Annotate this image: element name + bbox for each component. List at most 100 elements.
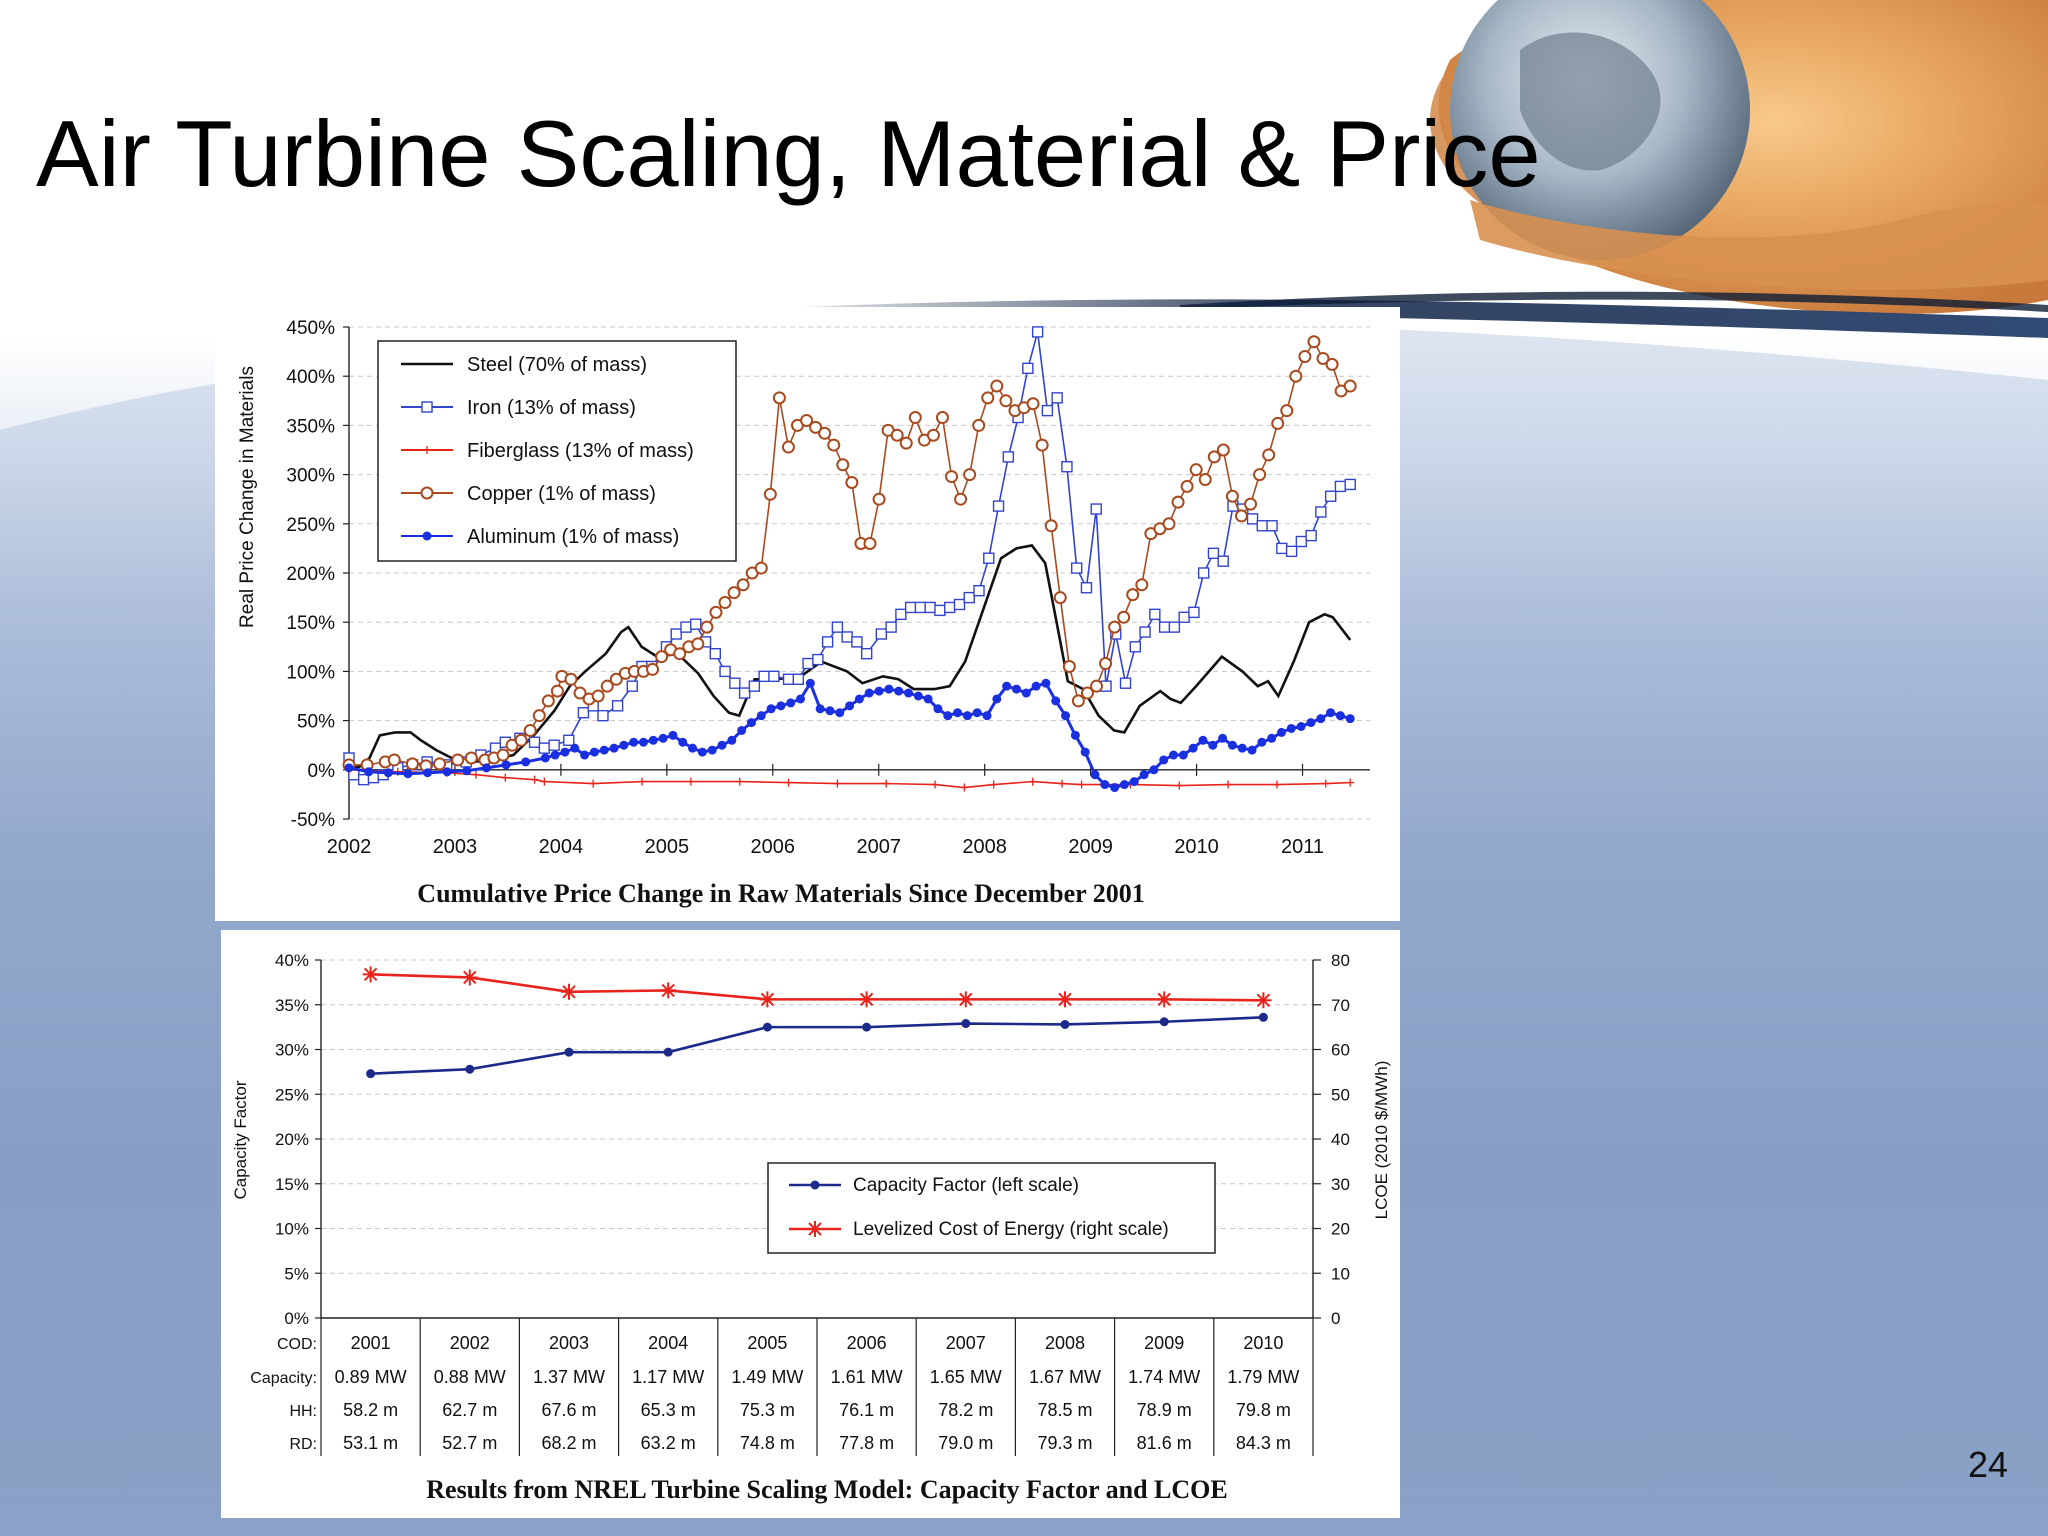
data-point bbox=[638, 777, 647, 786]
data-point bbox=[362, 966, 379, 983]
data-point bbox=[1062, 659, 1076, 673]
data-point bbox=[1139, 770, 1149, 780]
data-point bbox=[1276, 542, 1288, 555]
data-point bbox=[655, 650, 669, 664]
legend-marker bbox=[810, 1180, 820, 1190]
data-point bbox=[1149, 608, 1161, 621]
data-point bbox=[835, 708, 845, 718]
legend-marker bbox=[423, 446, 431, 454]
data-point bbox=[357, 773, 370, 786]
y-tick-label: 350% bbox=[286, 416, 335, 437]
data-point bbox=[805, 678, 815, 688]
data-point bbox=[589, 779, 598, 788]
data-point bbox=[1028, 777, 1037, 786]
data-point bbox=[700, 620, 714, 634]
data-point bbox=[471, 770, 480, 779]
data-point bbox=[931, 780, 940, 789]
y-tick-label-right: 70 bbox=[1331, 996, 1350, 1015]
data-point bbox=[1224, 780, 1233, 789]
y-tick-label: 300% bbox=[286, 466, 335, 487]
data-point bbox=[768, 670, 780, 683]
table-cell: 68.2 m bbox=[541, 1433, 596, 1453]
data-point bbox=[577, 707, 590, 719]
data-point bbox=[1272, 780, 1281, 789]
data-point bbox=[719, 665, 731, 678]
data-point bbox=[589, 747, 599, 757]
series-4 bbox=[344, 678, 1355, 793]
turbine-spec-table: COD: 2001 2002 2003 2004 2005 2006 2007 2008 2009… bbox=[250, 1318, 1314, 1456]
data-point bbox=[591, 689, 605, 703]
data-point bbox=[821, 636, 834, 648]
data-point bbox=[1149, 765, 1159, 775]
data-point bbox=[815, 704, 825, 714]
data-point bbox=[972, 708, 982, 718]
y-tick-labels: 450% 400% 350% 300% 250% 200% 150% 100% 50% 0% -50… bbox=[286, 318, 335, 831]
table-cell: 1.65 MW bbox=[930, 1367, 1002, 1387]
data-point bbox=[836, 458, 850, 472]
table-cell: 1.74 MW bbox=[1128, 1367, 1200, 1387]
series-1 bbox=[362, 966, 1272, 1009]
y-tick-label-left: 25% bbox=[275, 1085, 309, 1104]
y-tick-label: 250% bbox=[286, 515, 335, 536]
data-point bbox=[540, 753, 550, 763]
data-point bbox=[831, 621, 844, 633]
series-0 bbox=[348, 544, 1352, 770]
data-point bbox=[1207, 547, 1220, 560]
data-point bbox=[1135, 578, 1149, 592]
y-axis-title: Real Price Change in Materials bbox=[237, 366, 258, 628]
data-point bbox=[561, 983, 577, 1000]
y-tick-label: 400% bbox=[286, 367, 335, 388]
y-tick-label-right: 60 bbox=[1331, 1041, 1350, 1060]
data-point bbox=[908, 411, 922, 425]
data-point bbox=[1158, 621, 1171, 633]
x-tick-label: 2003 bbox=[433, 836, 478, 858]
legend-entry: Copper (1% of mass) bbox=[467, 483, 656, 505]
data-point bbox=[858, 991, 875, 1008]
y-tick-label: 150% bbox=[286, 613, 335, 634]
chart-title: Results from NREL Turbine Scaling Model:… bbox=[426, 1475, 1228, 1504]
data-point bbox=[796, 694, 806, 704]
data-point bbox=[550, 684, 564, 698]
data-point bbox=[461, 969, 478, 986]
series-line bbox=[370, 1015, 1264, 1075]
data-point bbox=[1207, 450, 1221, 464]
legend-entry: Fiberglass (13% of mass) bbox=[467, 440, 694, 462]
data-point bbox=[926, 428, 940, 442]
data-point bbox=[538, 742, 551, 754]
data-point bbox=[548, 739, 560, 751]
y-tick-label: 0% bbox=[308, 761, 336, 782]
data-point bbox=[1289, 369, 1303, 383]
legend-entry: Iron (13% of mass) bbox=[467, 397, 636, 419]
data-point bbox=[678, 737, 688, 747]
legend: Steel (70% of mass) Iron (13% of mass) Fib… bbox=[377, 340, 737, 562]
y-tick-label-left: 10% bbox=[275, 1220, 309, 1239]
data-point bbox=[782, 673, 795, 685]
y-axis-title-right: LCOE (2010 $/MWh) bbox=[1372, 1061, 1391, 1220]
data-point bbox=[1237, 743, 1247, 753]
data-point bbox=[1031, 681, 1041, 691]
data-point bbox=[776, 701, 786, 711]
table-cell: 2002 bbox=[450, 1333, 490, 1353]
data-point bbox=[864, 688, 874, 698]
data-point bbox=[709, 647, 721, 660]
data-point bbox=[344, 763, 354, 773]
nrel-scaling-chart: 40% 35% 30% 25% 20% 15% 10% 5% 0% 80 70 60 50 40 30 20… bbox=[231, 951, 1391, 1504]
data-point bbox=[913, 691, 923, 701]
data-point bbox=[746, 718, 756, 728]
data-point bbox=[564, 1047, 574, 1057]
table-row-label: Capacity: bbox=[250, 1370, 317, 1387]
data-point bbox=[992, 694, 1002, 704]
data-point bbox=[405, 757, 419, 771]
data-point bbox=[1244, 497, 1258, 511]
data-point bbox=[954, 492, 968, 506]
data-point bbox=[772, 391, 786, 405]
data-point bbox=[1305, 529, 1317, 542]
data-point bbox=[875, 628, 888, 640]
data-point bbox=[759, 991, 776, 1008]
y-tick-label-right: 10 bbox=[1331, 1264, 1350, 1283]
data-point bbox=[501, 773, 510, 782]
table-cell: 2007 bbox=[946, 1333, 986, 1353]
data-point bbox=[597, 709, 609, 722]
data-point bbox=[1296, 722, 1306, 732]
data-point bbox=[802, 657, 814, 670]
